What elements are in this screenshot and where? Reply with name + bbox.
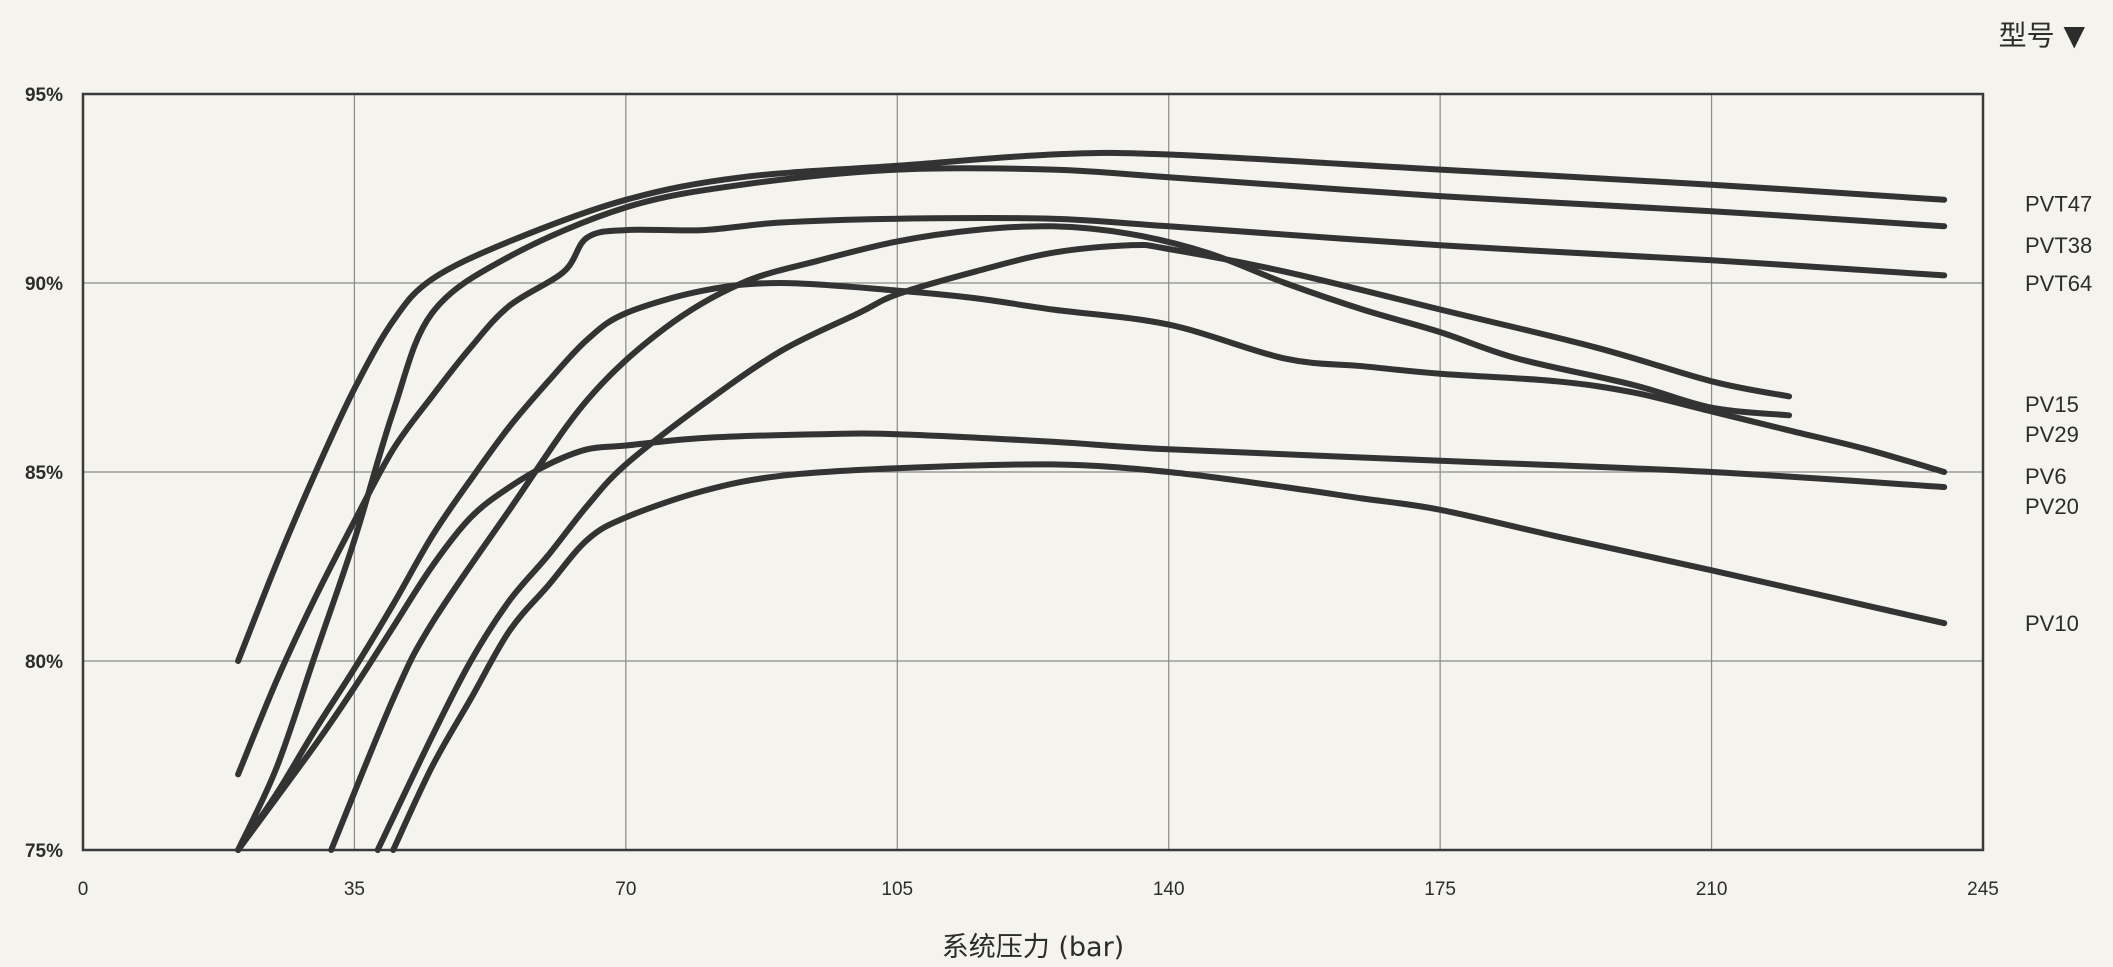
series-label-pv29: PV29	[2025, 422, 2079, 447]
series-line-pvt47	[235, 149, 1948, 664]
series-label-pv20: PV20	[2025, 494, 2079, 519]
x-tick-label: 0	[78, 879, 89, 900]
legend-title[interactable]: 型号 ▼	[1999, 19, 2086, 52]
series-line-pv10	[390, 461, 1948, 853]
y-tick-label: 90%	[25, 274, 63, 295]
x-tick-label: 70	[615, 879, 636, 900]
y-tick-label: 75%	[25, 841, 63, 862]
series-line-pv6	[235, 430, 1948, 853]
series-line-pvt64	[235, 215, 1948, 778]
x-tick-label: 210	[1696, 879, 1728, 900]
series-label-pvt64: PVT64	[2025, 271, 2092, 296]
series-line-pv15	[328, 223, 1793, 853]
series-label-pv15: PV15	[2025, 392, 2079, 417]
series-label-pvt47: PVT47	[2025, 192, 2092, 217]
series-line-pv20	[235, 280, 1948, 853]
x-axis-title: 系统压力 (bar)	[942, 932, 1124, 963]
x-tick-label: 35	[344, 879, 365, 900]
y-tick-label: 95%	[25, 85, 63, 106]
plot-frame	[81, 92, 1985, 852]
series-label-pvt38: PVT38	[2025, 233, 2092, 258]
x-axis-ticks: 0 35 70 105 140 175 210 245	[78, 879, 1999, 900]
y-axis-ticks: 95% 90% 85% 80% 75%	[25, 85, 63, 862]
y-tick-label: 85%	[25, 463, 63, 484]
series-labels: PVT47 PVT38 PVT64 PV15 PV29 PV6 PV20 PV10	[2025, 192, 2092, 637]
x-tick-label: 245	[1967, 879, 1999, 900]
y-tick-label: 80%	[25, 652, 63, 673]
series-label-pv10: PV10	[2025, 611, 2079, 636]
series-label-pv6: PV6	[2025, 464, 2067, 489]
series-line-pvt38	[235, 165, 1948, 853]
series-line-pv29	[374, 241, 1793, 853]
x-tick-label: 175	[1424, 879, 1456, 900]
x-tick-label: 140	[1153, 879, 1185, 900]
x-tick-label: 105	[881, 879, 913, 900]
curves	[235, 149, 1948, 853]
